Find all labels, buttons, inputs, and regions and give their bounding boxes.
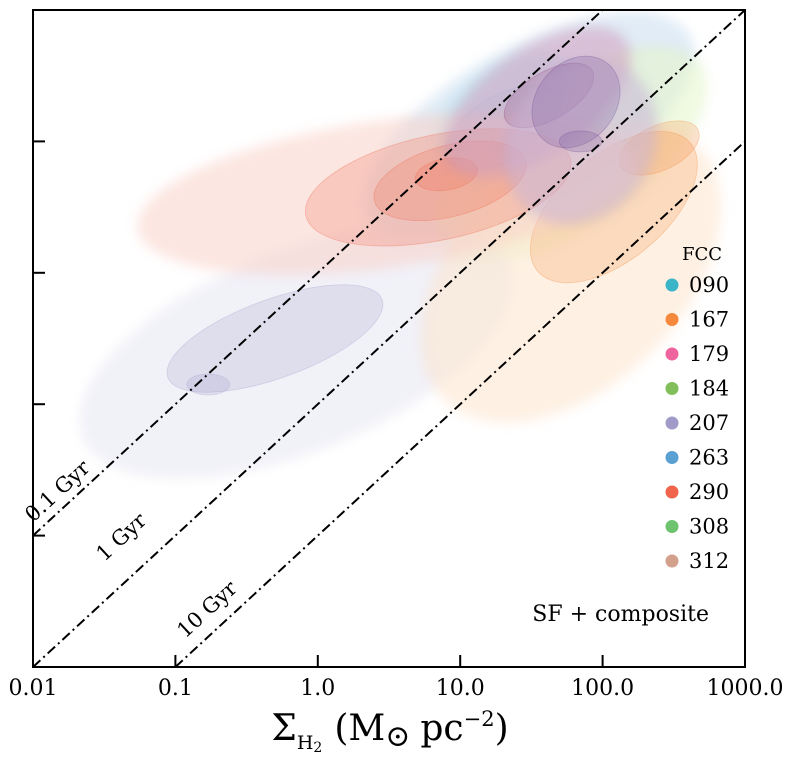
x-label-symbol: Σ (271, 708, 296, 749)
depletion-label-1: 1 Gyr (92, 508, 152, 566)
legend-label-263: 263 (689, 446, 729, 470)
legend-marker-090 (665, 278, 679, 292)
legend-marker-179 (665, 347, 679, 361)
legend-marker-207 (665, 416, 679, 430)
contour-series-312 (504, 55, 657, 225)
legend: FCC 090 167 179 184 207 263 290 308 312 (665, 244, 729, 573)
x-label-exponent: −2 (464, 707, 495, 731)
x-axis-label: ΣH2 (M⊙ pc−2) (271, 707, 508, 756)
legend-marker-263 (665, 451, 679, 464)
depletion-line-2 (174, 140, 745, 667)
depletion-label-0: 0.1 Gyr (20, 455, 95, 527)
x-label-sun: ⊙ (385, 719, 410, 754)
x-tick-label-1: 0.1 (158, 676, 193, 701)
x-tick-label-2: 1.0 (300, 676, 335, 701)
tick-layer: 0.01 0.1 1.0 10.0 100.0 1000.0 (9, 140, 784, 701)
legend-marker-167 (665, 313, 679, 326)
contour-level-312-1 (531, 55, 621, 149)
contour-layer (80, 12, 720, 478)
x-tick-label-4: 100.0 (571, 676, 634, 701)
x-tick-label-5: 1000.0 (707, 676, 784, 701)
legend-label-167: 167 (689, 308, 729, 332)
legend-marker-312 (665, 554, 679, 568)
legend-label-184: 184 (689, 377, 729, 401)
legend-label-290: 290 (689, 480, 729, 504)
x-label-unit-close: ) (495, 708, 509, 749)
depletion-line-layer (33, 10, 745, 667)
x-label-unit-mid: pc (420, 708, 463, 749)
legend-label-312: 312 (689, 549, 729, 573)
legend-label-308: 308 (689, 515, 729, 539)
legend-marker-290 (665, 485, 679, 499)
x-label-unit-open: (M (334, 708, 385, 749)
contour-level-312-0 (504, 58, 657, 225)
legend-marker-308 (665, 520, 679, 533)
depletion-line-0 (33, 10, 605, 537)
x-label-sub: H (297, 732, 314, 754)
plot-frame (32, 9, 746, 668)
legend-label-179: 179 (689, 342, 729, 366)
legend-marker-184 (665, 382, 679, 395)
legend-label-207: 207 (689, 411, 729, 435)
x-label-subsub: 2 (313, 740, 322, 756)
legend-label-090: 090 (689, 273, 729, 297)
x-tick-label-0: 0.01 (9, 676, 58, 701)
depletion-line-1 (33, 10, 745, 667)
legend-title: FCC (682, 244, 722, 265)
annotation-sf-composite: SF + composite (532, 602, 709, 627)
depletion-label-2: 10 Gyr (172, 575, 242, 642)
x-tick-label-3: 10.0 (436, 676, 485, 701)
contour-level-207-2 (186, 373, 230, 396)
contour-level-207-1 (166, 284, 384, 393)
